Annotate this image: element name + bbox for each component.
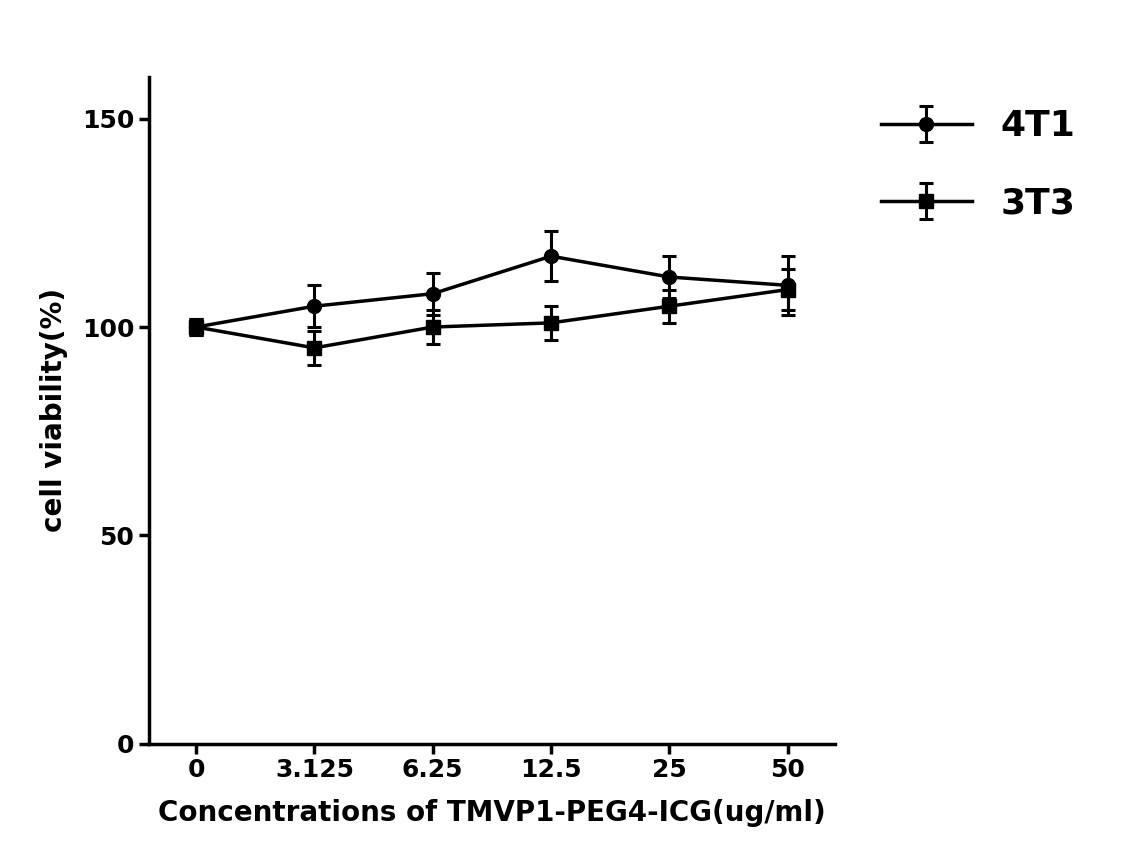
X-axis label: Concentrations of TMVP1-PEG4-ICG(ug/ml): Concentrations of TMVP1-PEG4-ICG(ug/ml) (158, 799, 826, 827)
Y-axis label: cell viability(%): cell viability(%) (40, 288, 67, 533)
Legend: 4T1, 3T3: 4T1, 3T3 (867, 95, 1090, 235)
